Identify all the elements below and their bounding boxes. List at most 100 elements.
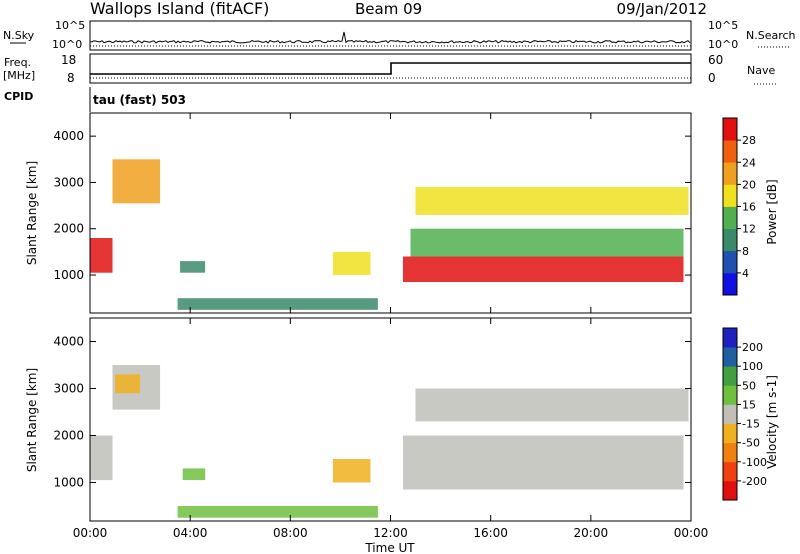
y-tick-label: 3000	[53, 381, 84, 395]
colorbar-tick-label: 100	[742, 360, 763, 373]
colorbar-tick-label: 16	[742, 201, 756, 214]
x-tick-label: 04:00	[173, 526, 208, 540]
y-tick-label: 4000	[53, 334, 84, 348]
data-region-4	[332, 251, 371, 275]
power-colorbar-label: Power [dB]	[765, 179, 779, 244]
data-region-5	[403, 256, 684, 282]
power-panel: 1000 2000 3000 4000 Slant Range [km]	[25, 112, 692, 314]
velocity-colorbar: 200 100 50 15 -15 -50 -100 -200	[722, 327, 767, 501]
x-tick-label: 16:00	[473, 526, 508, 540]
cpid-value: tau (fast) 503	[93, 93, 186, 107]
noise-left-tick-bottom: 10^0	[52, 38, 82, 51]
data-region-0	[90, 238, 113, 273]
n-search-label: N.Search	[746, 29, 796, 42]
velocity-cells	[90, 365, 689, 518]
y-tick-label: 2000	[53, 428, 84, 442]
freq-tick-bottom: 8	[67, 71, 75, 85]
y-tick-label: 2000	[53, 222, 84, 236]
noise-right-tick-top: 10^5	[708, 19, 738, 32]
power-y-axis-label: Slant Range [km]	[25, 161, 39, 265]
colorbar-step	[723, 423, 737, 444]
nave-tick-bottom: 0	[708, 71, 716, 85]
power-x-ticks	[89, 113, 692, 313]
noise-right-tick-bottom: 10^0	[708, 38, 738, 51]
data-region-7	[415, 187, 689, 215]
velocity-y-axis-label: Slant Range [km]	[25, 368, 39, 472]
beam-title: Beam 09	[355, 0, 422, 18]
data-region-0	[90, 435, 113, 481]
data-region-6	[410, 228, 684, 257]
cpid-label: CPID	[4, 90, 33, 103]
data-region-3	[177, 298, 378, 310]
colorbar-tick-label: -50	[742, 437, 760, 450]
colorbar-step	[723, 404, 737, 424]
colorbar-tick-label: 4	[742, 267, 749, 280]
data-region-2	[115, 374, 140, 394]
power-y-ticks: 1000 2000 3000 4000	[53, 129, 691, 282]
date-title: 09/Jan/2012	[617, 0, 708, 18]
data-region-2	[180, 261, 206, 273]
power-colorbar: 28 24 20 16 12 8 4	[722, 117, 756, 296]
colorbar-step	[723, 140, 737, 163]
x-tick-label: 00:00	[674, 526, 709, 540]
colorbar-step	[723, 118, 737, 141]
colorbar-tick-label: 12	[742, 223, 756, 236]
y-tick-label: 4000	[53, 129, 84, 143]
colorbar-step	[723, 272, 737, 296]
noise-panel: N.Sky 10^5 10^0 10^5 10^0 N.Search	[3, 19, 796, 51]
colorbar-tick-label: 28	[742, 134, 756, 147]
colorbar-step	[723, 184, 737, 207]
data-region-3	[182, 468, 206, 481]
power-cells	[90, 159, 689, 310]
colorbar-step	[723, 228, 737, 252]
data-region-4	[177, 506, 378, 518]
frequency-trace	[90, 62, 691, 75]
colorbar-tick-label: 20	[742, 178, 756, 191]
x-axis-label: Time UT	[364, 541, 415, 554]
x-tick-label: 12:00	[373, 526, 408, 540]
data-region-1	[112, 159, 161, 204]
y-tick-label: 1000	[53, 475, 84, 489]
data-region-7	[415, 388, 689, 422]
freq-label: Freq.	[4, 56, 31, 69]
colorbar-tick-label: -100	[742, 456, 767, 469]
colorbar-step	[723, 366, 737, 386]
data-region-6	[403, 435, 684, 490]
colorbar-step	[723, 480, 737, 501]
colorbar-step	[723, 250, 737, 274]
colorbar-step	[723, 328, 737, 348]
x-tick-label: 00:00	[73, 526, 108, 540]
freq-unit-label: [MHz]	[3, 69, 35, 82]
nave-label: Nave	[747, 64, 775, 77]
n-sky-label: N.Sky	[3, 29, 35, 42]
noise-left-tick-top: 10^5	[55, 19, 85, 32]
colorbar-tick-label: 8	[742, 245, 749, 258]
colorbar-tick-label: 15	[742, 398, 756, 411]
frequency-panel: Freq. [MHz] 18 8 60 0 Nave	[3, 53, 778, 85]
frequency-panel-frame	[89, 53, 692, 84]
velocity-colorbar-label: Velocity [m s-1]	[765, 375, 779, 469]
velocity-y-ticks: 1000 2000 3000 4000	[53, 334, 691, 489]
colorbar-step	[723, 461, 737, 482]
nave-tick-top: 60	[708, 53, 723, 67]
colorbar-tick-label: 200	[742, 341, 763, 354]
x-tick-label: 20:00	[574, 526, 609, 540]
x-tick-label: 08:00	[273, 526, 308, 540]
y-tick-label: 1000	[53, 268, 84, 282]
colorbar-step	[723, 206, 737, 229]
colorbar-step	[723, 385, 737, 405]
colorbar-tick-label: 50	[742, 379, 756, 392]
colorbar-step	[723, 347, 737, 367]
colorbar-tick-label: -15	[742, 418, 760, 431]
y-tick-label: 3000	[53, 175, 84, 189]
velocity-x-ticks: 00:00 04:00 08:00 12:00 16:00 20:00 00:00	[73, 318, 709, 540]
colorbar-tick-label: -200	[742, 475, 767, 488]
freq-tick-top: 18	[61, 53, 76, 67]
colorbar-tick-label: 24	[742, 156, 756, 169]
n-sky-trace	[89, 31, 691, 44]
noise-panel-frame	[89, 20, 692, 51]
colorbar-frame	[722, 327, 738, 501]
data-region-5	[332, 459, 371, 483]
